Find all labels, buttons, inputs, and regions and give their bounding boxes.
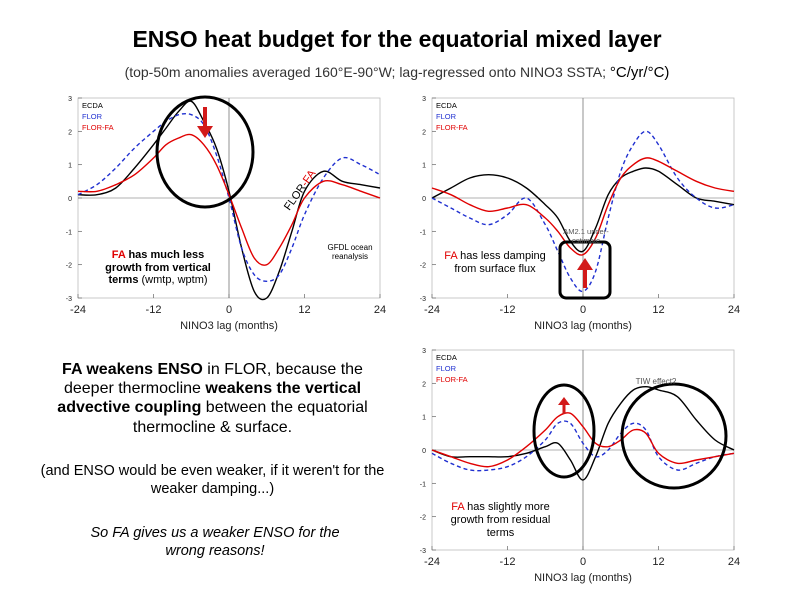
note-fa-vertical-line1: FA has much less	[88, 249, 228, 262]
y-tick-label: 1	[422, 163, 426, 170]
x-tick-label: -12	[500, 304, 516, 316]
highlight-circle	[155, 95, 255, 209]
note-fa-residual-text: has slightly more growth from residual t…	[450, 501, 551, 540]
note-fa-vertical-growth: FA has much less growth from vertical te…	[88, 249, 228, 287]
conclusion-main: FA weakens ENSO in FLOR, because the dee…	[40, 360, 385, 437]
note-gfdl-reanalysis: GFDL ocean reanalysis	[327, 243, 373, 262]
x-tick-label: 12	[652, 304, 664, 316]
chart-panel-residual-terms: -3 -2 -1 0 1 2 3 -24 -12 0 12 24 NINO3 lag (months) E…	[412, 344, 742, 584]
y-tick-label: -3	[420, 548, 426, 555]
y-tick-label: 2	[422, 381, 426, 388]
note-fa-residual-growth: FA has slightly more growth from residua…	[438, 501, 563, 541]
note-fa-vertical-line3: terms (wmtp, wptm)	[88, 274, 228, 287]
legend-entry: FLOR	[436, 112, 457, 121]
y-tick-label: -1	[420, 229, 426, 236]
y-tick-label: 3	[422, 96, 426, 103]
arrow-up-head	[577, 258, 593, 270]
x-axis-label: NINO3 lag (months)	[534, 320, 632, 332]
series-line-flor	[431, 130, 735, 293]
x-tick-label: 0	[580, 304, 586, 316]
x-tick-label: 12	[652, 556, 664, 568]
legend-entry: FLOR	[436, 364, 457, 373]
subtitle-text: (top-50m anomalies averaged 160°E-90°W; …	[124, 64, 607, 80]
highlight-circle	[532, 383, 596, 479]
series-line-ecda	[431, 385, 735, 481]
legend-entry: ECDA	[436, 353, 457, 362]
slide-subtitle: (top-50m anomalies averaged 160°E-90°W; …	[0, 64, 794, 81]
chart-panel-vertical-terms: -3 -2 -1 0 1 2 3 -24 -12 0 12 24 NINO3 lag (months) E…	[58, 92, 388, 332]
x-tick-label: -24	[70, 304, 86, 316]
chart-panel-surface-flux: -3 -2 -1 0 1 2 3 -24 -12 0 12 24 NINO3 lag (months) E…	[412, 92, 742, 332]
conclusion-emphasis-1: FA weakens ENSO	[62, 361, 203, 378]
y-tick-label: 2	[68, 129, 72, 136]
x-axis-label: NINO3 lag (months)	[180, 320, 278, 332]
y-tick-label: 0	[422, 196, 426, 203]
y-tick-label: 1	[68, 163, 72, 170]
x-tick-label: 0	[226, 304, 232, 316]
note-fa-vertical-text1: has much less	[128, 249, 205, 261]
conclusion-text-2: between the equatorial thermocline & sur…	[132, 399, 368, 436]
y-tick-label: -1	[66, 229, 72, 236]
y-tick-label: 0	[422, 448, 426, 455]
y-tick-label: 2	[422, 129, 426, 136]
conclusion-text-1: in FLOR, because the deeper thermocline	[63, 361, 363, 398]
x-tick-label: -12	[146, 304, 162, 316]
x-tick-label: 0	[580, 556, 586, 568]
y-tick-label: -3	[420, 296, 426, 303]
series-line-flor-fa	[431, 412, 735, 468]
conclusion-emphasis-2: weakens the vertical advective coupling	[57, 380, 362, 417]
legend-entry: FLOR-FA	[82, 123, 114, 132]
highlight-box	[558, 240, 612, 300]
y-tick-label: 1	[422, 415, 426, 422]
x-tick-label: -24	[424, 304, 440, 316]
highlight-circle-tiw	[620, 382, 728, 490]
note-fa-residual-label: FA	[451, 501, 465, 513]
legend-entry: ECDA	[436, 101, 457, 110]
y-tick-label: 3	[422, 348, 426, 355]
subtitle-units: °C/yr/°C)	[609, 64, 670, 81]
legend-entry: FLOR-FA	[436, 123, 468, 132]
legend-entry: FLOR	[82, 112, 103, 121]
note-fa-label: FA	[111, 249, 126, 261]
series-line-ecda	[77, 100, 381, 301]
note-fa-damping-label: FA	[444, 250, 458, 262]
legend-entry: FLOR-FA	[436, 375, 468, 384]
arrow-down-head	[197, 126, 213, 138]
x-tick-label: -12	[500, 556, 516, 568]
y-tick-label: 0	[68, 196, 72, 203]
arrow-up-head	[558, 397, 570, 405]
conclusion-damping-remark: (and ENSO would be even weaker, if it we…	[40, 463, 385, 498]
y-tick-label: -2	[420, 263, 426, 270]
note-fa-vertical-text2: growth from vertical	[105, 261, 211, 274]
x-tick-label: 24	[728, 556, 740, 568]
slide-title: ENSO heat budget for the equatorial mixe…	[132, 26, 662, 52]
note-fa-vertical-text3b: (wmtp, wptm)	[141, 274, 208, 287]
note-fa-damping-text: has less damping from surface flux	[454, 250, 546, 276]
note-am2-underestimate: AM2.1 under-estimate	[563, 227, 609, 245]
y-tick-label: -3	[66, 296, 72, 303]
x-tick-label: 24	[728, 304, 740, 316]
note-fa-vertical-text3a: terms	[108, 274, 139, 287]
x-tick-label: 12	[298, 304, 310, 316]
series-line-flor	[77, 112, 381, 283]
x-tick-label: 24	[374, 304, 386, 316]
series-line-flor-fa	[77, 133, 381, 266]
y-tick-label: 3	[68, 96, 72, 103]
legend-entry: ECDA	[82, 101, 103, 110]
conclusion-wrong-reasons: So FA gives us a weaker ENSO for the wro…	[90, 525, 340, 560]
note-fa-surface-damping: FA has less damping from surface flux	[440, 250, 550, 276]
note-tiw-effect: TIW effect?	[635, 377, 677, 386]
series-line-flor-fa	[431, 157, 735, 256]
x-axis-label: NINO3 lag (months)	[534, 572, 632, 584]
y-tick-label: -2	[420, 515, 426, 522]
x-tick-label: -24	[424, 556, 440, 568]
y-tick-label: -2	[66, 263, 72, 270]
y-tick-label: -1	[420, 481, 426, 488]
